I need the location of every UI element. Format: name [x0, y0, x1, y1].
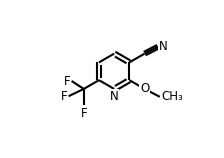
Text: F: F: [80, 106, 87, 120]
Text: N: N: [159, 40, 168, 53]
Text: O: O: [140, 82, 149, 95]
Text: F: F: [64, 75, 70, 88]
Text: F: F: [61, 90, 67, 103]
Text: CH₃: CH₃: [161, 90, 183, 103]
Text: N: N: [110, 90, 118, 103]
